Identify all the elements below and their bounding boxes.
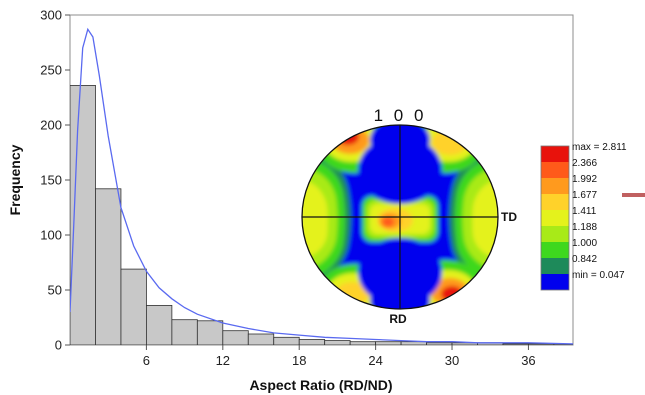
- legend-label: min = 0.047: [572, 270, 625, 281]
- histogram-bar: [196, 320, 224, 345]
- legend-swatch: [541, 242, 569, 258]
- y-tick-label: 50: [48, 283, 62, 298]
- legend-label: 1.000: [572, 238, 597, 249]
- y-tick-label: 0: [55, 338, 62, 353]
- histogram-bar: [120, 268, 147, 345]
- rd-direction-label: RD: [389, 312, 407, 326]
- x-tick-label: 6: [143, 353, 150, 368]
- legend-label: 1.188: [572, 222, 597, 233]
- x-axis-ticks: 6 12 18 24 30 36: [143, 345, 536, 368]
- legend-swatch: [541, 274, 569, 290]
- y-axis-title: Frequency: [7, 144, 23, 215]
- legend-swatch: [541, 226, 569, 242]
- legend-label: 1.992: [572, 174, 597, 185]
- y-tick-label: 100: [40, 228, 62, 243]
- x-tick-label: 24: [368, 353, 382, 368]
- histogram-bar: [426, 342, 453, 345]
- y-tick-label: 200: [40, 118, 62, 133]
- histogram-bar: [324, 340, 351, 345]
- y-tick-label: 250: [40, 63, 62, 78]
- legend-label: max = 2.811: [572, 142, 627, 153]
- legend-label: 1.677: [572, 190, 597, 201]
- histogram-bar: [247, 333, 275, 345]
- legend-swatch: [541, 146, 569, 162]
- histogram-bar: [528, 343, 555, 345]
- histogram-bar: [400, 341, 427, 345]
- legend-swatch: [541, 178, 569, 194]
- pole-figure-legend: max = 2.811 2.366 1.992 1.677 1.411 1.188 1.00…: [540, 142, 627, 291]
- legend-frame: [540, 145, 570, 291]
- histogram-bars: [70, 85, 573, 345]
- histogram-bar: [273, 336, 300, 345]
- td-direction-label: TD: [501, 210, 517, 224]
- y-axis-ticks: 0 50 100 150 200 250 300: [40, 8, 70, 353]
- histogram-bar: [171, 319, 198, 345]
- x-tick-label: 12: [216, 353, 230, 368]
- accent-dash: [622, 193, 645, 197]
- legend-swatch: [541, 194, 569, 210]
- legend-swatch: [541, 258, 569, 274]
- x-axis-title: Aspect Ratio (RD/ND): [249, 377, 392, 393]
- pole-figure-title: 1 0 0: [374, 106, 427, 125]
- fit-curve-line: [70, 27, 573, 345]
- histogram-bar: [375, 341, 402, 345]
- y-tick-label: 300: [40, 8, 62, 23]
- legend-label: 2.366: [572, 158, 597, 169]
- x-tick-label: 36: [521, 353, 535, 368]
- histogram-bar: [95, 188, 122, 345]
- histogram-bar: [298, 339, 326, 345]
- histogram-bar: [502, 343, 529, 345]
- x-tick-label: 30: [445, 353, 459, 368]
- y-tick-label: 150: [40, 173, 62, 188]
- legend-label: 1.411: [572, 206, 597, 217]
- x-tick-label: 18: [292, 353, 306, 368]
- histogram-bar: [146, 304, 173, 345]
- legend-swatch: [541, 162, 569, 178]
- histogram-bar: [222, 330, 249, 345]
- legend-label: 0.842: [572, 254, 597, 265]
- legend-swatch: [541, 210, 569, 226]
- histogram-bar: [349, 341, 377, 345]
